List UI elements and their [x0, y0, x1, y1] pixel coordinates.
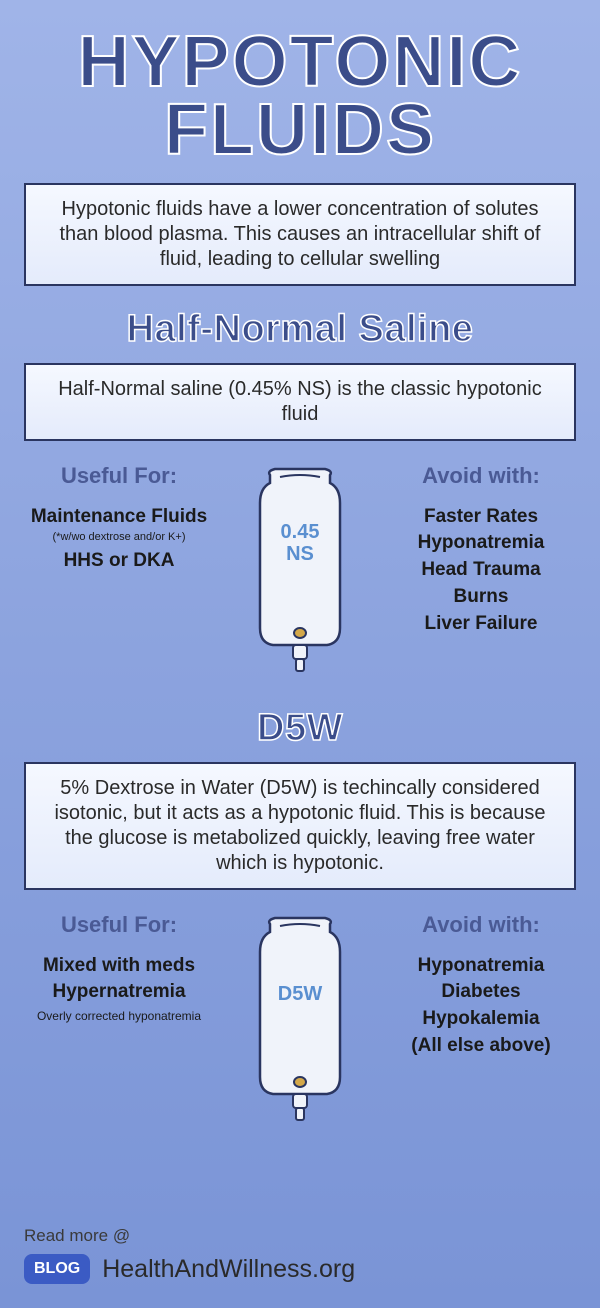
blog-badge: BLOG [24, 1254, 90, 1284]
section1-box: Half-Normal saline (0.45% NS) is the cla… [24, 363, 576, 441]
footer: Read more @ BLOG HealthAndWillness.org [24, 1226, 576, 1284]
site-name: HealthAndWillness.org [102, 1255, 355, 1284]
iv-bag-icon: 0.45 NS [245, 463, 355, 683]
list-item: (All else above) [386, 1034, 576, 1059]
list-item: Maintenance Fluids [24, 505, 214, 530]
svg-text:D5W: D5W [278, 983, 323, 1005]
main-title: HYPOTONIC FLUIDS [24, 28, 576, 165]
list-note: (*w/wo dextrose and/or K+) [24, 531, 214, 543]
iv-bag-icon: D5W [245, 912, 355, 1132]
title-line2: FLUIDS [164, 90, 436, 170]
list-item: Hypokalemia [386, 1007, 576, 1032]
intro-box: Hypotonic fluids have a lower concentrat… [24, 183, 576, 286]
list-item: Mixed with meds [24, 954, 214, 979]
list-item: Head Trauma [386, 558, 576, 583]
list-item: HHS or DKA [24, 549, 214, 574]
svg-text:0.45: 0.45 [281, 521, 320, 543]
section2-avoid: Avoid with: Hyponatremia Diabetes Hypoka… [386, 912, 576, 1061]
section1-bag: 0.45 NS [230, 463, 370, 683]
read-more-label: Read more @ [24, 1226, 576, 1246]
section2-columns: Useful For: Mixed with meds Hypernatremi… [24, 912, 576, 1132]
useful-heading: Useful For: [24, 912, 214, 938]
list-item: Burns [386, 585, 576, 610]
section2-box: 5% Dextrose in Water (D5W) is techincall… [24, 762, 576, 890]
list-item: Hyponatremia [386, 531, 576, 556]
section1-useful: Useful For: Maintenance Fluids (*w/wo de… [24, 463, 214, 576]
section1-title: Half-Normal Saline [24, 308, 576, 351]
avoid-heading: Avoid with: [386, 463, 576, 489]
section2-title: D5W [24, 707, 576, 750]
section2-bag: D5W [230, 912, 370, 1132]
list-note: Overly corrected hyponatremia [24, 1009, 214, 1023]
list-item: Liver Failure [386, 612, 576, 637]
list-item: Faster Rates [386, 505, 576, 530]
useful-heading: Useful For: [24, 463, 214, 489]
section2-useful: Useful For: Mixed with meds Hypernatremi… [24, 912, 214, 1029]
svg-text:NS: NS [286, 543, 314, 565]
section1-columns: Useful For: Maintenance Fluids (*w/wo de… [24, 463, 576, 683]
list-item: Diabetes [386, 980, 576, 1005]
list-item: Hypernatremia [24, 980, 214, 1005]
avoid-heading: Avoid with: [386, 912, 576, 938]
list-item: Hyponatremia [386, 954, 576, 979]
section1-avoid: Avoid with: Faster Rates Hyponatremia He… [386, 463, 576, 638]
